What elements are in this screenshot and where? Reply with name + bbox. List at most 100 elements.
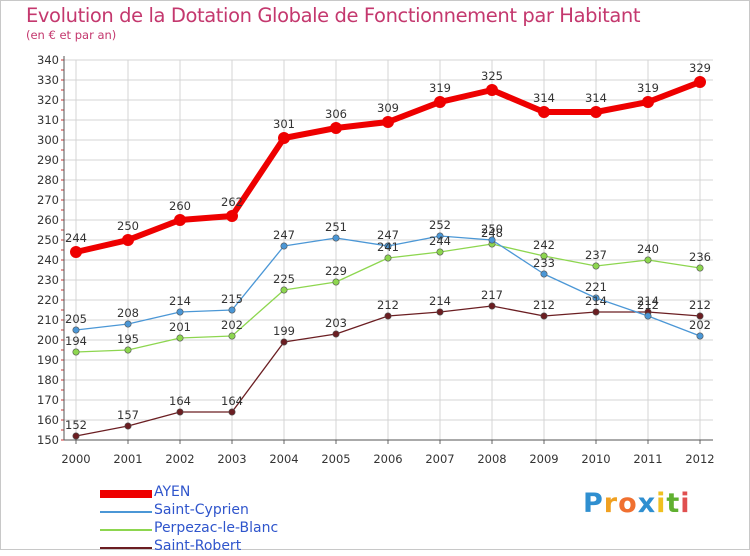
data-point xyxy=(538,106,550,118)
x-tick-label: 2010 xyxy=(581,452,610,466)
data-point xyxy=(332,234,340,242)
x-tick-label: 2000 xyxy=(61,452,90,466)
y-tick-label: 280 xyxy=(37,173,59,187)
data-label: 225 xyxy=(273,272,295,286)
logo-letter: t xyxy=(666,488,681,519)
data-point xyxy=(488,236,496,244)
legend-swatch xyxy=(100,490,152,498)
data-label: 236 xyxy=(689,250,711,264)
legend-label: AYEN xyxy=(154,484,191,500)
data-label: 251 xyxy=(325,220,347,234)
data-point xyxy=(540,252,548,260)
y-tick-label: 240 xyxy=(37,253,59,267)
data-label: 229 xyxy=(325,264,347,278)
data-point xyxy=(486,84,498,96)
data-label: 202 xyxy=(221,318,243,332)
data-label: 152 xyxy=(65,418,87,432)
x-tick-label: 2012 xyxy=(685,452,714,466)
y-tick-label: 300 xyxy=(37,133,59,147)
data-label: 309 xyxy=(377,101,399,115)
data-label: 247 xyxy=(273,228,295,242)
x-tick-label: 2003 xyxy=(217,452,246,466)
y-tick-label: 150 xyxy=(37,433,59,447)
logo-letter: o xyxy=(618,488,638,519)
data-label: 221 xyxy=(585,280,607,294)
x-tick-label: 2002 xyxy=(165,452,194,466)
data-label: 214 xyxy=(169,294,191,308)
data-point xyxy=(384,254,392,262)
y-tick-label: 210 xyxy=(37,313,59,327)
data-label: 195 xyxy=(117,332,139,346)
y-tick-label: 340 xyxy=(37,53,59,67)
logo-letter: i xyxy=(680,488,691,519)
data-point xyxy=(72,348,80,356)
data-point xyxy=(540,312,548,320)
data-label: 306 xyxy=(325,107,347,121)
data-point xyxy=(332,330,340,338)
y-tick-label: 320 xyxy=(37,93,59,107)
data-label: 205 xyxy=(65,312,87,326)
y-tick-label: 260 xyxy=(37,213,59,227)
data-point xyxy=(124,422,132,430)
legend-label: Saint-Cyprien xyxy=(154,502,249,518)
data-label: 194 xyxy=(65,334,87,348)
legend-label: Saint-Robert xyxy=(154,538,242,554)
y-tick-label: 170 xyxy=(37,393,59,407)
data-point xyxy=(590,106,602,118)
data-point xyxy=(696,264,704,272)
data-label: 301 xyxy=(273,117,295,131)
y-tick-label: 270 xyxy=(37,193,59,207)
data-label: 164 xyxy=(221,394,243,408)
x-tick-label: 2006 xyxy=(373,452,402,466)
data-point xyxy=(72,432,80,440)
data-label: 260 xyxy=(169,199,191,213)
y-tick-label: 160 xyxy=(37,413,59,427)
data-point xyxy=(124,346,132,354)
data-point xyxy=(122,234,134,246)
data-point xyxy=(228,408,236,416)
data-label: 202 xyxy=(689,318,711,332)
data-point xyxy=(540,270,548,278)
data-label: 242 xyxy=(533,238,555,252)
x-tick-label: 2004 xyxy=(269,452,298,466)
data-point xyxy=(488,302,496,310)
data-label: 233 xyxy=(533,256,555,270)
data-label: 244 xyxy=(429,234,451,248)
data-label: 214 xyxy=(637,294,659,308)
legend-swatch xyxy=(100,529,152,531)
data-label: 262 xyxy=(221,195,243,209)
legend-swatch xyxy=(100,511,152,513)
proxiti-logo: Proxiti xyxy=(583,488,691,519)
y-tick-label: 250 xyxy=(37,233,59,247)
data-point xyxy=(436,308,444,316)
data-point xyxy=(124,320,132,328)
logo-letter: i xyxy=(656,488,667,519)
data-label: 314 xyxy=(585,91,607,105)
data-point xyxy=(332,278,340,286)
chart-subtitle: (en € et par an) xyxy=(26,28,117,42)
data-point xyxy=(176,334,184,342)
logo-letter: P xyxy=(583,488,604,519)
data-point xyxy=(694,76,706,88)
data-label: 212 xyxy=(637,298,659,312)
data-point xyxy=(280,286,288,294)
data-point xyxy=(436,232,444,240)
data-point xyxy=(384,242,392,250)
logo-letter: x xyxy=(637,488,657,519)
data-point xyxy=(382,116,394,128)
data-point xyxy=(280,338,288,346)
data-label: 329 xyxy=(689,61,711,75)
data-point xyxy=(436,248,444,256)
data-label: 250 xyxy=(481,222,503,236)
series-lines xyxy=(70,76,706,440)
data-point xyxy=(592,262,600,270)
x-tick-label: 2007 xyxy=(425,452,454,466)
x-tick-label: 2001 xyxy=(113,452,142,466)
data-label: 164 xyxy=(169,394,191,408)
data-point xyxy=(644,312,652,320)
data-point xyxy=(226,210,238,222)
x-tick-label: 2008 xyxy=(477,452,506,466)
y-tick-label: 180 xyxy=(37,373,59,387)
